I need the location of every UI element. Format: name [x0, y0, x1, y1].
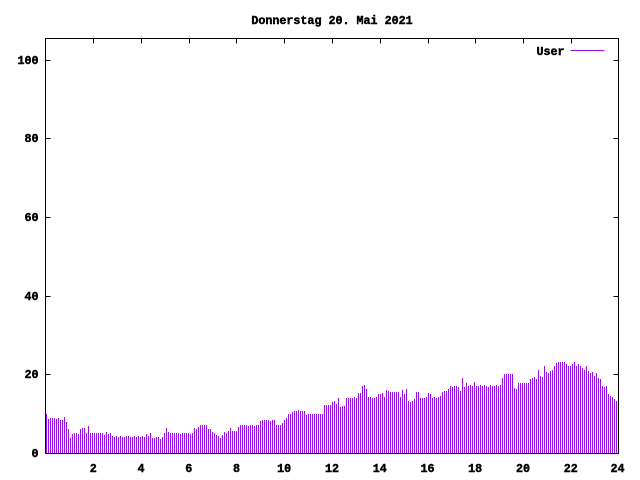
svg-text:60: 60	[24, 211, 38, 225]
svg-text:40: 40	[24, 290, 38, 304]
svg-text:14: 14	[373, 462, 387, 476]
svg-text:12: 12	[325, 462, 339, 476]
svg-text:16: 16	[420, 462, 434, 476]
svg-text:24: 24	[610, 462, 624, 476]
svg-text:18: 18	[468, 462, 482, 476]
svg-text:10: 10	[277, 462, 291, 476]
svg-text:4: 4	[137, 462, 144, 476]
svg-text:100: 100	[17, 54, 38, 68]
svg-text:80: 80	[24, 132, 38, 146]
svg-text:6: 6	[185, 462, 192, 476]
svg-text:User: User	[536, 45, 564, 59]
svg-text:0: 0	[31, 447, 38, 461]
svg-text:2: 2	[90, 462, 97, 476]
svg-text:20: 20	[516, 462, 530, 476]
svg-text:Donnerstag 20. Mai 2021: Donnerstag 20. Mai 2021	[251, 14, 412, 28]
svg-text:22: 22	[564, 462, 578, 476]
svg-text:20: 20	[24, 368, 38, 382]
svg-text:8: 8	[233, 462, 240, 476]
